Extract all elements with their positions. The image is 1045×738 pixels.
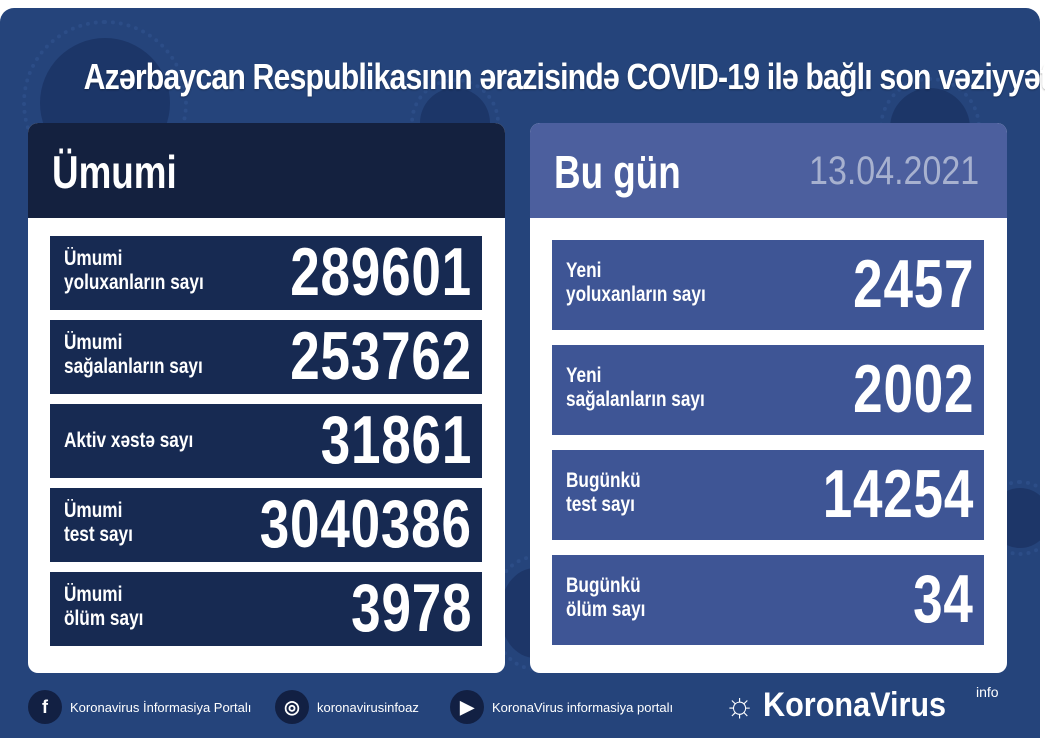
- instagram-text: koronavirusinfoaz: [317, 699, 419, 715]
- stat-value: 253762: [290, 318, 472, 394]
- stat-value: 289601: [290, 234, 472, 310]
- total-heading: Ümumi: [52, 146, 177, 198]
- stat-row: Bugünkü test sayı 14254: [552, 450, 984, 540]
- stat-label: Ümumi test sayı: [64, 499, 133, 546]
- stat-row: Aktiv xəstə sayı 31861: [50, 402, 482, 478]
- stat-value: 34: [913, 561, 974, 637]
- youtube-link[interactable]: ▶ KoronaVirus informasiya portalı: [450, 690, 673, 724]
- stat-value: 3978: [350, 570, 472, 646]
- sun-icon: ☼: [724, 686, 756, 724]
- youtube-icon: ▶: [450, 690, 484, 724]
- stat-row: Bugünkü ölüm sayı 34: [552, 555, 984, 645]
- date: 13.04.2021: [808, 149, 979, 193]
- instagram-icon: ◎: [275, 690, 309, 724]
- brand-logo: ☼ KoronaVirus info: [724, 684, 999, 725]
- stat-value: 14254: [822, 456, 974, 532]
- brand-name: KoronaVirus: [763, 686, 947, 724]
- stat-label: Bugünkü ölüm sayı: [566, 574, 646, 621]
- stat-row: Ümumi sağalanların sayı 253762: [50, 318, 482, 394]
- stat-label: Ümumi sağalanların sayı: [64, 331, 203, 378]
- today-card: Bu gün 13.04.2021 Yeni yoluxanların sayı…: [530, 123, 1007, 673]
- stat-row: Ümumi yoluxanların sayı 289601: [50, 234, 482, 310]
- stat-label: Bugünkü test sayı: [566, 469, 641, 516]
- instagram-link[interactable]: ◎ koronavirusinfoaz: [275, 690, 419, 724]
- page-title: Azərbaycan Respublikasının ərazisində CO…: [83, 56, 1045, 97]
- facebook-text: Koronavirus İnformasiya Portalı: [70, 699, 252, 715]
- footer: f Koronavirus İnformasiya Portalı ◎ korona…: [0, 684, 1045, 726]
- stat-row: Yeni sağalanların sayı 2002: [552, 345, 984, 435]
- total-card: Ümumi Ümumi yoluxanların sayı 289601 Ümumi…: [28, 123, 505, 673]
- stat-value: 2002: [852, 351, 974, 427]
- stat-label: Yeni yoluxanların sayı: [566, 259, 706, 306]
- today-header: Bu gün 13.04.2021: [530, 123, 1007, 218]
- youtube-text: KoronaVirus informasiya portalı: [492, 699, 674, 715]
- facebook-link[interactable]: f Koronavirus İnformasiya Portalı: [28, 690, 251, 724]
- facebook-icon: f: [28, 690, 62, 724]
- stat-row: Yeni yoluxanların sayı 2457: [552, 240, 984, 330]
- stat-row: Ümumi ölüm sayı 3978: [50, 570, 482, 646]
- stat-row: Ümumi test sayı 3040386: [50, 486, 482, 562]
- total-header: Ümumi: [28, 123, 505, 218]
- stat-value: 3040386: [260, 486, 472, 562]
- brand-sup: info: [976, 684, 999, 700]
- stat-label: Ümumi ölüm sayı: [64, 583, 144, 630]
- stat-value: 31861: [320, 402, 472, 478]
- stat-label: Ümumi yoluxanların sayı: [64, 247, 204, 294]
- stat-label: Aktiv xəstə sayı: [64, 429, 194, 452]
- stat-value: 2457: [852, 246, 974, 322]
- today-heading: Bu gün: [554, 146, 681, 198]
- stat-label: Yeni sağalanların sayı: [566, 364, 705, 411]
